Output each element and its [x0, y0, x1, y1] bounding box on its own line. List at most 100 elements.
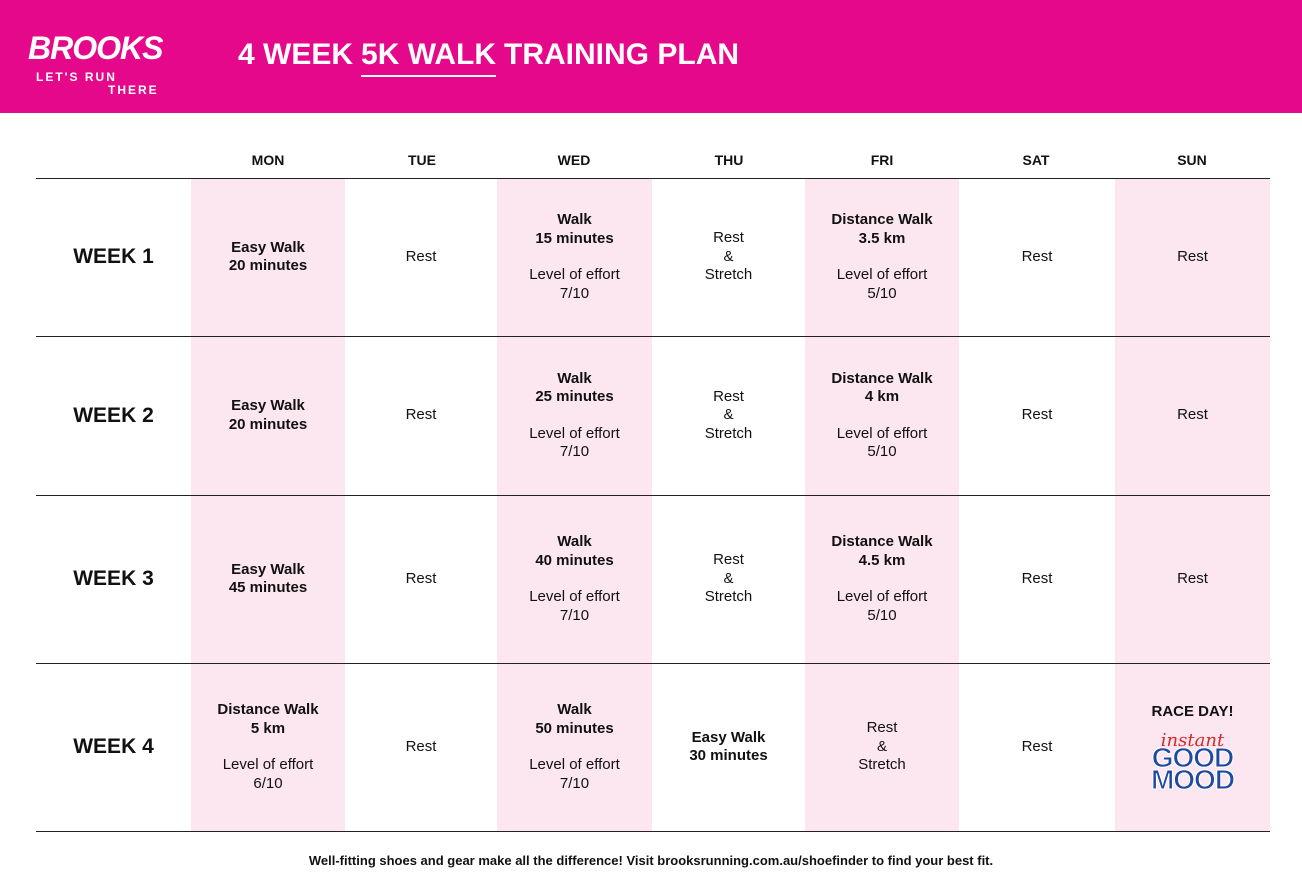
- cell: RACE DAY! instant GOOD MOOD: [1115, 663, 1270, 831]
- cell-strong: 45 minutes: [228, 579, 308, 596]
- title-part: 4 WEEK: [238, 38, 354, 71]
- cell: Easy Walk 30 minutes: [652, 663, 805, 831]
- day-header: THU: [714, 152, 744, 168]
- cell-text: Rest: [713, 551, 744, 569]
- cell-text: Rest: [1177, 406, 1208, 424]
- week-label: WEEK 4: [73, 735, 154, 758]
- cell-strong: Walk: [557, 211, 592, 228]
- cell-text: Stretch: [704, 588, 753, 606]
- day-header: SAT: [1022, 152, 1050, 168]
- cell-text: 7/10: [559, 443, 590, 460]
- cell-text: &: [876, 737, 887, 755]
- footer: Well-fitting shoes and gear make all the…: [308, 853, 994, 868]
- cell: Walk 25 minutes Level of effort 7/10: [497, 336, 652, 495]
- tagline: LET'S RUN: [36, 70, 117, 84]
- cell-text: Level of effort: [529, 266, 620, 283]
- cell-text: Level of effort: [836, 266, 928, 283]
- title-part: TRAINING PLAN: [504, 38, 740, 71]
- badge: instant GOOD MOOD: [1150, 730, 1235, 796]
- cell: Rest: [1115, 336, 1270, 495]
- cell-text: Rest: [405, 247, 437, 265]
- day-header: TUE: [408, 152, 436, 168]
- column-shade: [1115, 178, 1270, 831]
- cell: Rest: [345, 336, 497, 495]
- cell-strong: 4.5 km: [858, 551, 906, 569]
- cell-strong: 4 km: [864, 388, 900, 405]
- cell: Rest: [345, 178, 497, 336]
- cell: Rest: [959, 336, 1115, 495]
- title: 4 WEEK 5K WALK TRAINING PLAN: [238, 38, 740, 77]
- cell-strong: Distance Walk: [831, 369, 933, 387]
- cell: Rest: [959, 663, 1115, 831]
- cell-strong: 40 minutes: [535, 551, 614, 569]
- cell-text: Rest: [1021, 569, 1053, 587]
- cell-text: Rest: [866, 719, 898, 737]
- cell: Distance Walk 4.5 km Level of effort 5/10: [805, 495, 959, 663]
- cell: Rest: [959, 495, 1115, 663]
- week-label: WEEK 2: [73, 403, 154, 427]
- column-shade: [805, 178, 959, 831]
- cell-strong: Distance Walk: [217, 701, 319, 718]
- cell: Rest: [345, 663, 497, 831]
- cell: Walk 15 minutes Level of effort 7/10: [497, 178, 652, 336]
- cell: Distance Walk 4 km Level of effort 5/10: [805, 336, 959, 495]
- cell: Distance Walk 5 km Level of effort 6/10: [191, 663, 345, 831]
- cell-text: 7/10: [559, 606, 590, 624]
- cell-text: 5/10: [867, 606, 897, 624]
- cell-strong: 30 minutes: [689, 747, 768, 764]
- cell-text: Stretch: [858, 756, 906, 774]
- title-highlight: 5K WALK: [361, 38, 497, 77]
- cell-text: Rest: [1177, 247, 1208, 265]
- cell-strong: Easy Walk: [231, 560, 305, 578]
- row-divider: [36, 663, 1270, 664]
- cell-strong: 20 minutes: [228, 415, 308, 433]
- badge-text: instant: [1160, 730, 1225, 752]
- row-divider: [36, 178, 1270, 179]
- week-label: WEEK 1: [73, 245, 154, 268]
- cell-strong: 5 km: [250, 719, 286, 737]
- cell-strong: Distance Walk: [831, 533, 933, 550]
- cell-strong: 25 minutes: [535, 388, 614, 405]
- day-header: MON: [251, 152, 285, 168]
- cell-text: Stretch: [704, 424, 753, 442]
- cell-strong: Walk: [557, 369, 592, 387]
- cell-text: Rest: [1177, 569, 1208, 587]
- cell: Rest & Stretch: [652, 336, 805, 495]
- cell-text: Level of effort: [836, 588, 928, 605]
- cell: Distance Walk 3.5 km Level of effort 5/10: [805, 178, 959, 336]
- header: BROOKS LET'S RUN THERE 4 WEEK 5K WALK TRAI…: [0, 0, 1302, 113]
- cell-text: 5/10: [867, 443, 897, 460]
- cell-text: &: [723, 406, 734, 424]
- cell-strong: Easy Walk: [231, 397, 305, 414]
- day-header: SUN: [1177, 152, 1207, 168]
- cell-strong: Walk: [557, 701, 592, 718]
- cell-text: &: [723, 569, 734, 587]
- cell-text: Rest: [1021, 406, 1053, 424]
- cell-strong: 15 minutes: [535, 229, 614, 247]
- cell-text: 5/10: [867, 284, 897, 302]
- cell-text: Rest: [1021, 247, 1053, 265]
- cell-strong: Easy Walk: [231, 238, 305, 256]
- row-divider: [36, 831, 1270, 832]
- cell-strong: 50 minutes: [535, 719, 614, 737]
- cell-text: Rest: [405, 737, 437, 755]
- cell-text: Rest: [713, 229, 744, 247]
- cell: Rest & Stretch: [652, 178, 805, 336]
- cell-text: Level of effort: [529, 588, 620, 605]
- cell-text: Rest: [1021, 737, 1053, 755]
- badge-text: GOOD: [1151, 742, 1235, 774]
- cell-strong: 20 minutes: [228, 257, 308, 274]
- cell-text: Rest: [713, 387, 744, 405]
- cell-text: 7/10: [559, 774, 590, 792]
- row-divider: [36, 495, 1270, 496]
- cell-text: Rest: [405, 406, 437, 424]
- tagline: THERE: [108, 83, 159, 97]
- cell-text: Stretch: [704, 266, 753, 284]
- cell: Rest & Stretch: [652, 495, 805, 663]
- cell-text: Level of effort: [836, 424, 928, 442]
- cell-text: Level of effort: [529, 756, 620, 773]
- cell: Easy Walk 45 minutes: [191, 495, 345, 663]
- cell: Rest: [1115, 495, 1270, 663]
- badge-text: MOOD: [1150, 764, 1235, 796]
